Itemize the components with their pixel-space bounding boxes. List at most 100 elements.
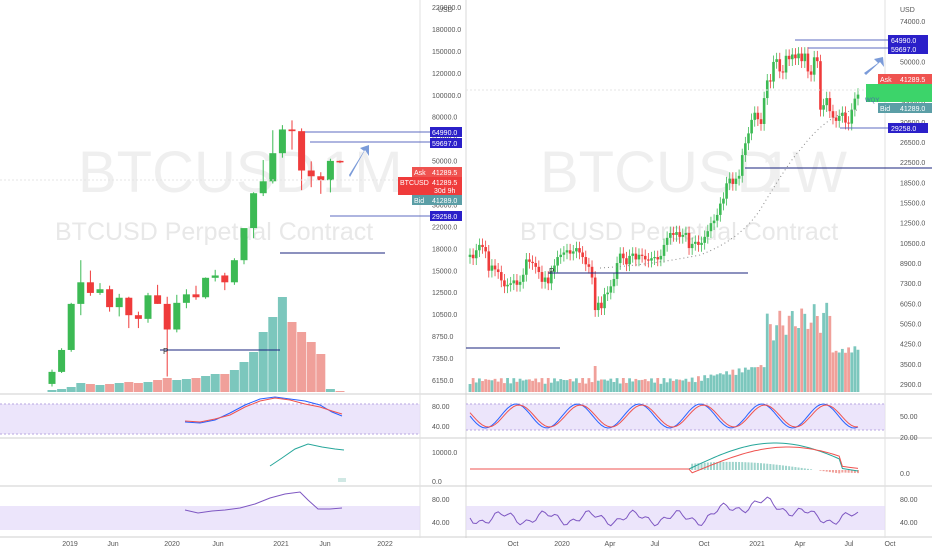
left-volume-bar: [76, 383, 86, 392]
right-volume-bar: [612, 382, 616, 392]
right-candle-body: [640, 254, 644, 256]
right-volume-bar: [512, 378, 516, 392]
left-time-1: Jun: [107, 541, 118, 548]
left-volume-bar: [191, 378, 201, 392]
right-macd-hist-bar: [725, 461, 728, 470]
right-macd-hist-bar: [800, 467, 803, 470]
right-macd-hist-bar: [700, 462, 703, 470]
right-volume-bar: [506, 378, 509, 392]
right-volume-bar: [518, 378, 522, 392]
left-rsi-axis-low: 40.00: [432, 424, 450, 431]
left-candle-body: [77, 282, 85, 304]
right-candle-body: [809, 71, 813, 75]
right-candle-body: [634, 253, 638, 260]
right-candle-body: [853, 98, 857, 110]
right-macd-hist-bar: [819, 470, 822, 471]
right-macd-hist-bar: [847, 470, 850, 473]
right-volume-bars: [468, 302, 860, 392]
right-volume-bar: [634, 378, 638, 392]
right-candle-body: [590, 266, 594, 278]
right-volume-bar: [553, 378, 556, 392]
right-macd-hist-bar: [794, 467, 797, 470]
left-osc-axis-low: 40.00: [432, 520, 450, 527]
right-price-tick-18: 2900.0: [900, 382, 922, 389]
left-price-tick-15: 8750.0: [432, 334, 454, 341]
left-time-3: Jun: [212, 541, 223, 548]
right-macd-hist-bar: [838, 470, 841, 474]
left-candle-body: [48, 371, 56, 384]
left-price-tick-2: 150000.0: [432, 49, 461, 56]
right-price-tick-8: 18500.0: [900, 180, 925, 187]
right-price-axis: 74000.060000.050000.042500.036000.030500…: [900, 19, 925, 389]
right-macd-histogram: [691, 461, 859, 474]
right-time-8: Oct: [885, 541, 896, 548]
right-volume-bar: [646, 381, 650, 392]
right-candle-body: [612, 278, 616, 287]
right-candle-body: [478, 244, 481, 251]
right-candle-body: [503, 280, 506, 287]
right-volume-bar: [668, 378, 672, 392]
right-candle-body: [709, 223, 713, 232]
left-price-tick-10: 22000.0: [432, 224, 457, 231]
right-volume-bar: [800, 308, 804, 392]
right-volume-bar: [850, 352, 854, 392]
right-candle-body: [596, 302, 600, 311]
right-volume-bar: [590, 382, 594, 392]
left-chart-panel[interactable]: BTCUSD 1M BTCUSD Perpetual Contract USD …: [0, 0, 462, 548]
left-volume-bar: [268, 317, 278, 392]
right-volume-bar: [528, 379, 531, 392]
left-price-tick-5: 80000.0: [432, 115, 457, 122]
right-chart-panel[interactable]: BTCUSD 1W BTCUSD Perpetual Contract USD …: [466, 0, 932, 548]
right-time-5: 2021: [749, 541, 765, 548]
right-candle-body: [778, 59, 782, 72]
right-time-3: Jul: [651, 541, 660, 548]
right-candle-body: [737, 175, 741, 179]
right-volume-bar: [784, 334, 788, 392]
right-time-7: Jul: [845, 541, 854, 548]
right-candle-body: [784, 55, 788, 73]
left-price-tick-17: 6150.0: [432, 378, 454, 385]
right-volume-bar: [847, 347, 851, 392]
right-candle-body: [825, 98, 829, 106]
right-osc-axis-high: 80.00: [900, 497, 918, 504]
left-volume-bar: [172, 380, 182, 392]
left-volume-bar: [258, 332, 268, 392]
right-osc-axis-low: 40.00: [900, 520, 918, 527]
right-watermark-desc: BTCUSD Perpetual Contract: [520, 218, 838, 246]
right-macd-hist-bar: [747, 462, 750, 470]
right-volume-bar: [718, 373, 722, 392]
right-candle-body: [647, 259, 650, 261]
right-candle-body: [806, 53, 810, 72]
right-projection-arrow-icon: [864, 57, 884, 75]
right-volume-bar: [481, 381, 484, 392]
right-rsi-line: [469, 496, 859, 527]
left-countdown: 30d 9h: [434, 188, 456, 195]
right-candle-body: [534, 263, 538, 267]
right-volume-bar: [706, 378, 710, 392]
right-price-tick-16: 4250.0: [900, 342, 922, 349]
right-candle-body: [578, 248, 581, 253]
right-volume-bar: [825, 302, 829, 392]
right-candle-body: [581, 252, 584, 258]
right-volume-bar: [571, 381, 575, 392]
right-candle-body: [834, 117, 838, 121]
right-volume-bar: [790, 311, 794, 392]
right-candle-body: [550, 272, 553, 284]
right-volume-bar: [562, 379, 566, 392]
right-candle-body: [575, 248, 578, 252]
right-macd-hist-bar: [828, 470, 831, 473]
right-candle-body: [819, 61, 822, 110]
right-candle-body: [800, 53, 803, 62]
right-candle-body: [618, 253, 622, 264]
left-volume-bar: [47, 390, 57, 392]
right-candle-body: [678, 232, 681, 237]
left-macd-line: [269, 443, 345, 467]
right-volume-bar: [775, 325, 779, 392]
right-candle-body: [606, 292, 609, 295]
left-price-tick-16: 7350.0: [432, 356, 454, 363]
left-label-high: 64990.0: [432, 130, 457, 137]
right-volume-bar: [750, 367, 754, 392]
right-candle-body: [772, 61, 775, 82]
right-candle-body: [528, 259, 531, 262]
